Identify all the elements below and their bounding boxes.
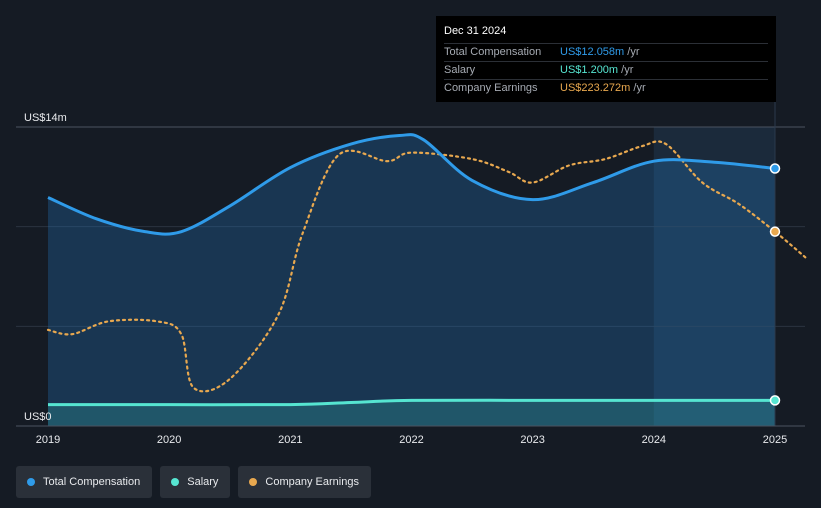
- y-tick-label: US$14m: [24, 112, 67, 124]
- series-line-total-compensation: [47, 133, 776, 236]
- tooltip-label: Total Compensation: [444, 46, 542, 58]
- x-tick-label: 2020: [157, 434, 181, 446]
- tooltip-date: Dec 31 2024: [444, 25, 507, 37]
- marker-total-compensation: [769, 163, 781, 174]
- series-line-salary: [48, 398, 775, 407]
- x-tick-label: 2021: [278, 434, 302, 446]
- tooltip-value: US$223.272m: [560, 82, 631, 94]
- tooltip-unit: /yr: [630, 82, 646, 94]
- series-line-company-earnings: [46, 140, 807, 393]
- tooltip-row-salary: Salary US$1.200m /yr: [444, 61, 768, 79]
- marker-company-earnings: [769, 226, 781, 237]
- chart-legend: Total Compensation Salary Company Earnin…: [16, 466, 371, 498]
- legend-label: Salary: [187, 476, 219, 488]
- marker-salary: [769, 395, 781, 406]
- y-tick-label: US$0: [24, 411, 52, 423]
- x-tick-label: 2024: [642, 434, 666, 446]
- highlight-band: [653, 127, 775, 426]
- tooltip-unit: /yr: [624, 46, 640, 58]
- legend-item-salary[interactable]: Salary: [160, 466, 231, 498]
- legend-item-company-earnings[interactable]: Company Earnings: [238, 466, 371, 498]
- x-tick-label: 2019: [36, 434, 60, 446]
- x-tick-label: 2022: [399, 434, 423, 446]
- x-tick-label: 2025: [763, 434, 787, 446]
- tooltip-row-company-earnings: Company Earnings US$223.272m /yr: [444, 79, 768, 97]
- legend-dot-icon: [171, 478, 180, 486]
- tooltip-row-total-compensation: Total Compensation US$12.058m /yr: [444, 43, 768, 61]
- legend-label: Company Earnings: [265, 476, 359, 488]
- tooltip-value: US$12.058m: [560, 46, 625, 58]
- x-tick-label: 2023: [520, 434, 544, 446]
- tooltip-value: US$1.200m: [560, 64, 619, 76]
- chart-tooltip: Dec 31 2024 Total Compensation US$12.058…: [436, 16, 776, 102]
- series-area-total-compensation: [48, 134, 775, 426]
- legend-dot-icon: [249, 478, 258, 486]
- series-area-salary: [48, 400, 775, 426]
- tooltip-label: Company Earnings: [444, 82, 538, 94]
- tooltip-label: Salary: [444, 64, 476, 76]
- tooltip-unit: /yr: [618, 64, 634, 76]
- legend-dot-icon: [27, 478, 35, 486]
- legend-label: Total Compensation: [43, 476, 141, 488]
- legend-item-total-compensation[interactable]: Total Compensation: [16, 466, 153, 498]
